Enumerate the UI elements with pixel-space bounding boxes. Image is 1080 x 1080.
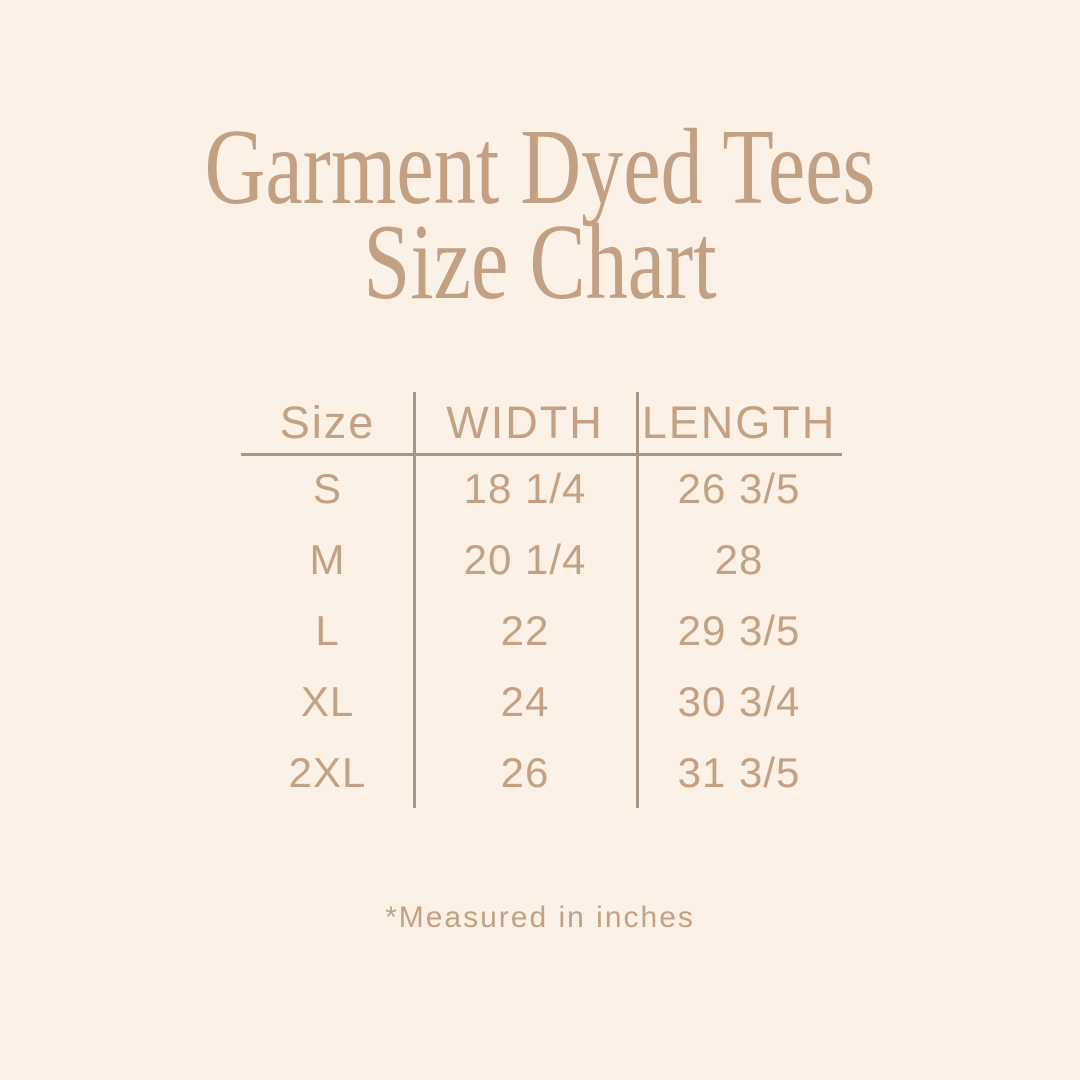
header-divider-line <box>241 453 842 456</box>
column-divider-left <box>413 392 416 808</box>
measurement-note: *Measured in inches <box>385 901 695 934</box>
length-cell: 31 3/5 <box>677 748 801 796</box>
page-title-line1: Garment Dyed Tees <box>204 108 876 227</box>
size-cell: M <box>309 536 346 584</box>
length-cell: 28 <box>714 536 764 584</box>
column-divider-right <box>636 392 639 808</box>
size-cell: L <box>315 606 340 654</box>
column-header-size: Size <box>279 397 376 448</box>
width-cell: 26 <box>500 748 550 796</box>
size-chart-grid: Size WIDTH LENGTH S 18 1/4 26 3/5 M 20 1… <box>241 392 842 808</box>
size-chart-table: Size WIDTH LENGTH S 18 1/4 26 3/5 M 20 1… <box>241 392 842 808</box>
width-cell: 18 1/4 <box>463 465 587 513</box>
length-cell: 26 3/5 <box>677 465 801 513</box>
width-cell: 24 <box>500 677 550 725</box>
size-cell: 2XL <box>288 748 367 796</box>
column-header-length: LENGTH <box>641 397 837 448</box>
width-cell: 20 1/4 <box>463 536 587 584</box>
length-cell: 30 3/4 <box>677 677 801 725</box>
size-cell: S <box>312 465 342 513</box>
width-cell: 22 <box>500 606 550 654</box>
size-cell: XL <box>300 677 355 725</box>
length-cell: 29 3/5 <box>677 606 801 654</box>
page-title-line2: Size Chart <box>363 203 717 322</box>
column-header-width: WIDTH <box>446 397 604 448</box>
page-title: Garment Dyed Tees Size Chart <box>119 108 961 322</box>
